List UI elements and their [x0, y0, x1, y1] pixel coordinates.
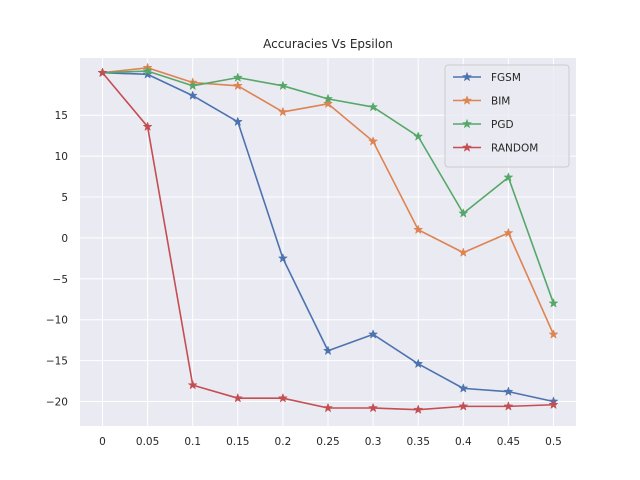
y-tick-label: 10: [55, 151, 68, 163]
data-point: [187, 379, 198, 390]
data-point: [458, 383, 469, 393]
data-point: [187, 80, 198, 91]
data-point: [322, 345, 334, 356]
legend-marker: [461, 95, 473, 105]
legend-label: BIM: [491, 96, 510, 108]
legend-box: [444, 64, 570, 168]
data-point: [503, 172, 514, 182]
legend-label: PGD: [491, 119, 514, 131]
data-point: [458, 401, 469, 411]
series-pgd: [97, 65, 559, 308]
legend-item: RANDOM: [453, 142, 538, 155]
y-tick-label: −20: [46, 396, 68, 408]
data-point: [322, 93, 334, 104]
x-tick-label: 0.25: [316, 436, 339, 448]
x-tick-label: 0.4: [455, 436, 472, 448]
data-point: [368, 136, 379, 146]
data-point: [232, 80, 243, 91]
data-point: [368, 101, 379, 112]
x-tick-label: 0.3: [365, 436, 382, 448]
data-point: [97, 67, 108, 78]
y-axis: −20 −15 −10 −5 0 5 10 15: [46, 110, 68, 408]
series-random: [97, 67, 559, 414]
y-tick-label: −10: [46, 315, 68, 327]
data-point: [142, 65, 153, 76]
legend-item: PGD: [453, 118, 514, 131]
x-tick-label: 0.45: [497, 436, 520, 448]
data-point: [277, 253, 288, 263]
legend-marker: [461, 71, 473, 82]
legend-marker: [461, 142, 473, 152]
legend-label: RANDOM: [491, 143, 538, 155]
series-lines: [97, 62, 559, 414]
legend-marker: [461, 118, 473, 129]
data-point: [322, 98, 334, 109]
x-tick-label: 0.5: [545, 436, 562, 448]
data-point: [232, 72, 243, 82]
data-point: [413, 358, 424, 369]
data-point: [548, 298, 559, 308]
data-point: [142, 121, 153, 131]
x-tick-label: 0.35: [407, 436, 430, 448]
data-point: [232, 116, 243, 127]
data-point: [413, 131, 424, 141]
data-point: [503, 386, 514, 396]
data-point: [277, 392, 288, 403]
x-tick-label: 0.1: [184, 436, 201, 448]
data-point: [368, 402, 379, 413]
data-point: [187, 90, 198, 100]
legend-item: FGSM: [453, 71, 521, 84]
data-point: [277, 80, 288, 91]
y-tick-label: −15: [46, 356, 68, 368]
data-point: [232, 392, 243, 403]
data-point: [368, 329, 379, 339]
y-tick-label: 0: [61, 233, 68, 245]
chart-title: Accuracies Vs Epsilon: [263, 37, 393, 51]
data-point: [413, 404, 424, 414]
legend-item: BIM: [453, 95, 510, 108]
legend: FGSM BIM PGD RANDOM: [444, 64, 570, 168]
data-point: [458, 247, 469, 257]
x-tick-label: 0: [99, 436, 106, 448]
data-point: [458, 208, 469, 218]
data-point: [322, 402, 334, 413]
data-point: [548, 399, 559, 410]
x-axis: 0 0.05 0.1 0.15 0.2 0.25 0.3 0.35 0.4 0.45 0.5: [99, 436, 562, 448]
y-tick-label: 15: [55, 110, 68, 122]
data-point: [548, 329, 559, 339]
x-tick-label: 0.2: [275, 436, 292, 448]
legend-label: FGSM: [491, 72, 521, 84]
y-tick-label: −5: [53, 274, 68, 286]
data-point: [277, 106, 288, 117]
y-tick-label: 5: [61, 192, 68, 204]
x-tick-label: 0.05: [136, 436, 159, 448]
x-tick-label: 0.15: [226, 436, 249, 448]
data-point: [413, 224, 424, 235]
data-point: [503, 227, 514, 238]
data-point: [503, 401, 514, 411]
